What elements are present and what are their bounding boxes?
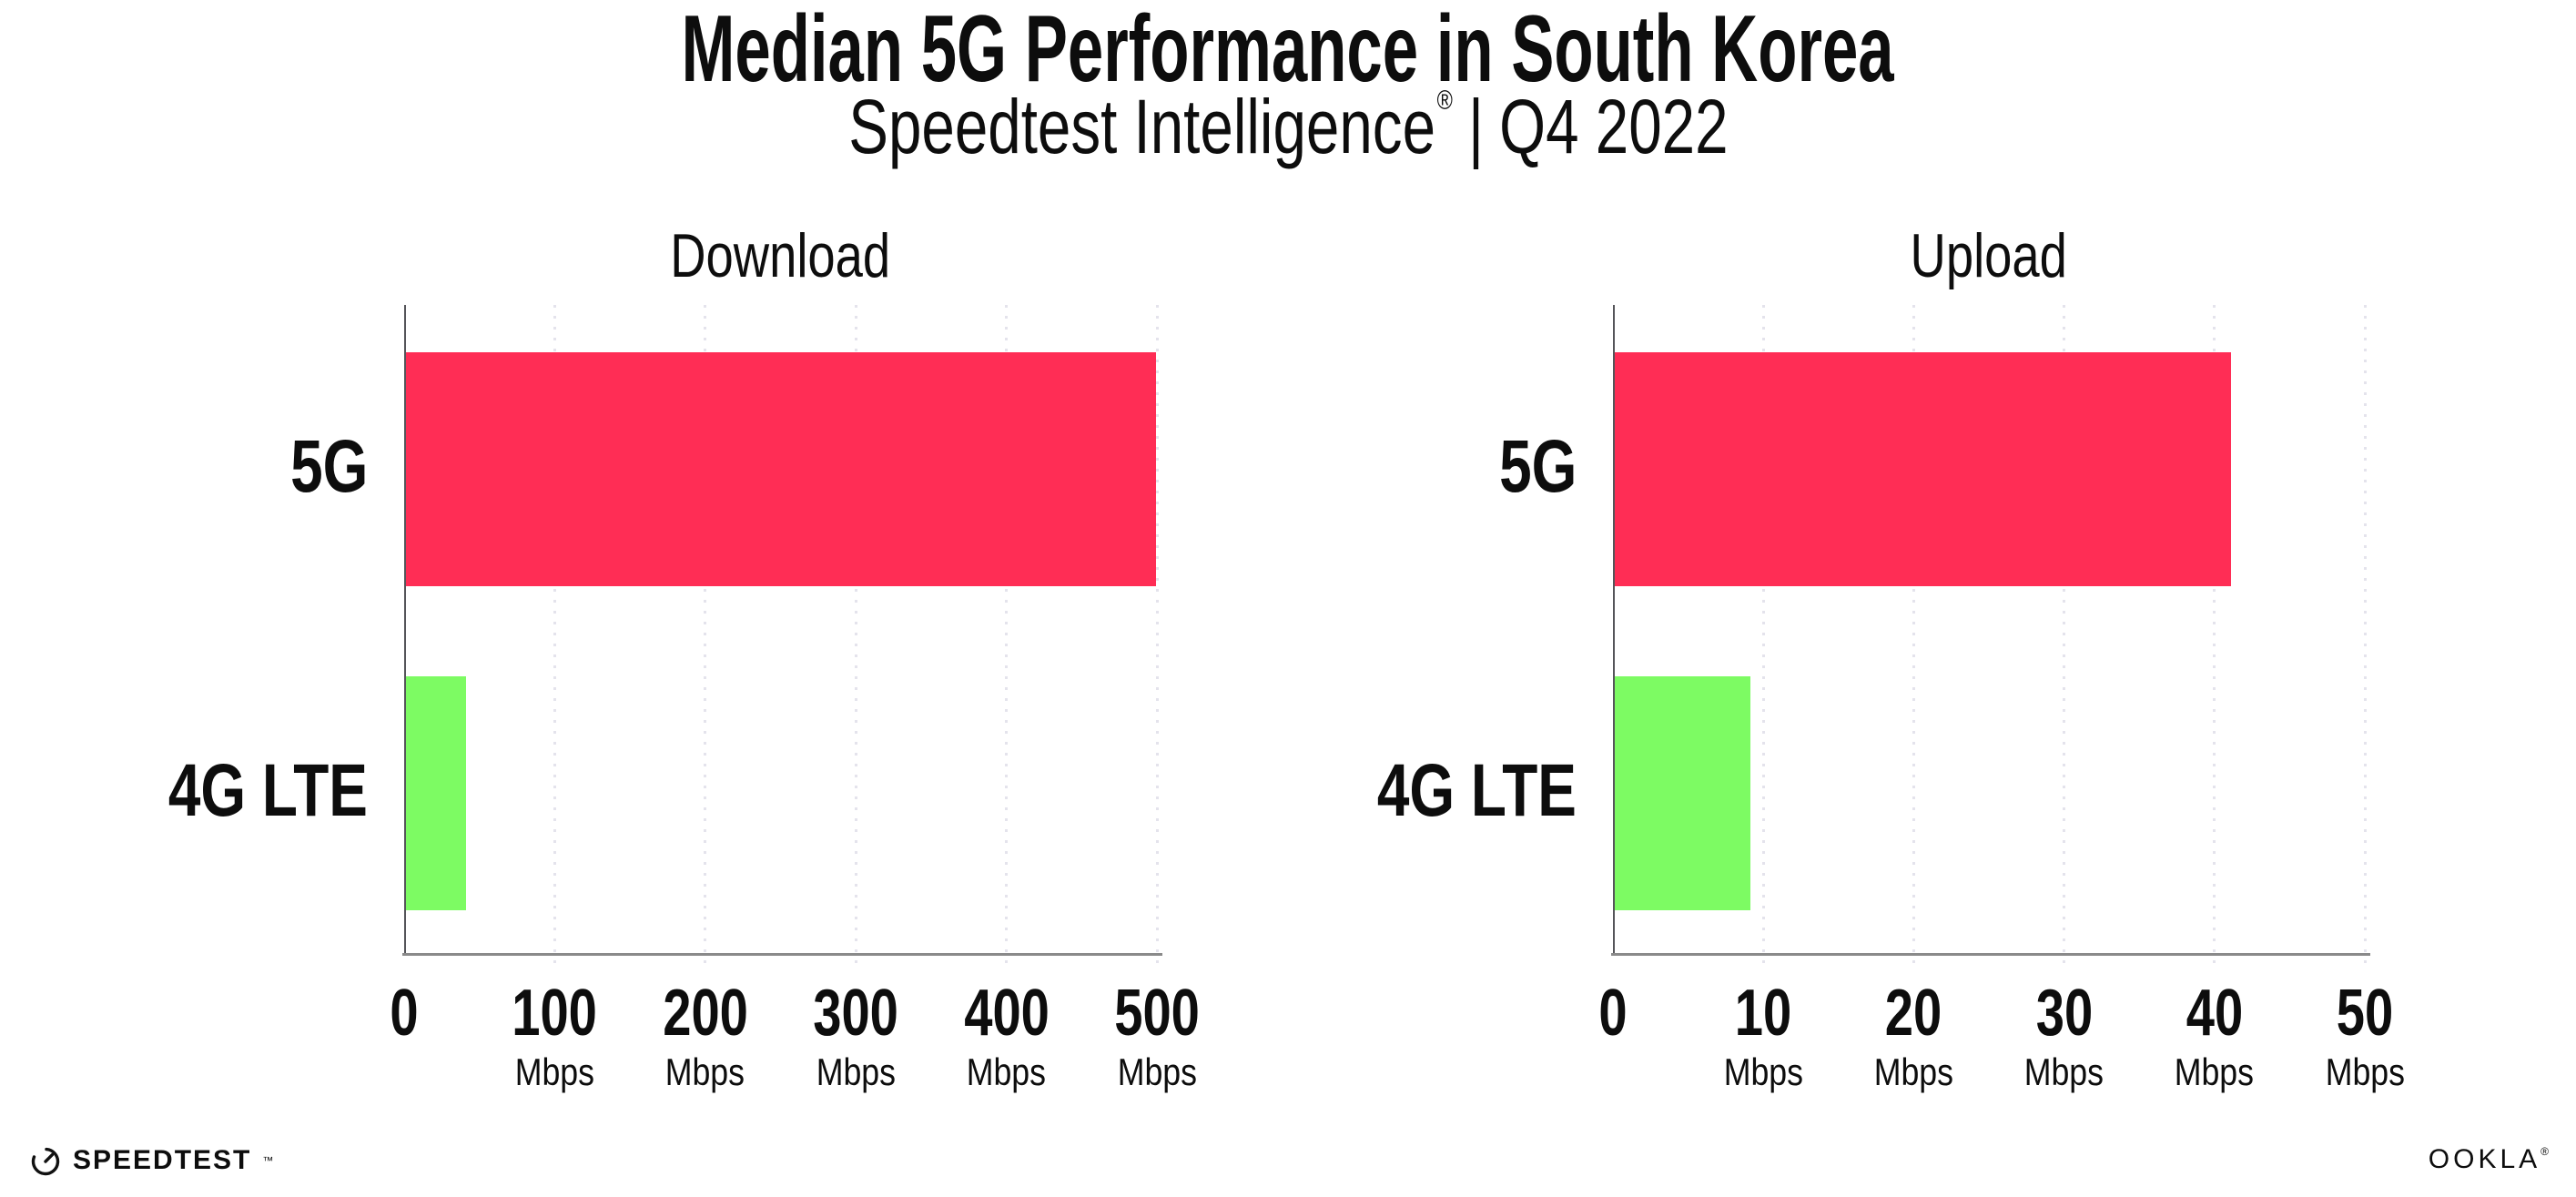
x-tick-500-download: 500 Mbps — [1057, 980, 1257, 1091]
bar-5g-download — [406, 351, 1156, 586]
x-tick-40-upload: 40 Mbps — [2115, 980, 2315, 1091]
speedtest-logo-text: SPEEDTEST — [73, 1145, 252, 1175]
x-tick-30-upload: 30 Mbps — [1964, 980, 2165, 1091]
speedtest-gauge-icon — [31, 1147, 60, 1176]
page-title: Median 5G Performance in South Korea — [681, 0, 1895, 102]
x-tick-unit: Mbps — [2325, 1050, 2405, 1093]
speedtest-logo: SPEEDTEST ™ — [29, 1144, 273, 1177]
gridline-300 — [854, 305, 857, 966]
chart-title-download: Download — [670, 221, 891, 290]
gridline-30 — [2063, 305, 2066, 966]
ookla-logo-text: OOKLA — [2428, 1144, 2541, 1174]
registered-trademark-mark: ® — [1436, 86, 1453, 116]
x-tick-unit: Mbps — [1723, 1050, 1803, 1093]
subtitle-period: Q4 2022 — [1498, 84, 1729, 169]
x-tick-unit: Mbps — [1117, 1050, 1197, 1093]
x-tick-value: 300 — [813, 977, 899, 1050]
x-tick-unit: Mbps — [966, 1050, 1047, 1093]
x-tick-300-download: 300 Mbps — [756, 980, 956, 1091]
category-label-5g-upload: 5G — [1498, 425, 1577, 508]
x-tick-unit: Mbps — [514, 1050, 595, 1093]
x-tick-10-upload: 10 Mbps — [1663, 980, 1863, 1091]
bar-4g-lte-download — [406, 675, 467, 910]
x-tick-400-download: 400 Mbps — [907, 980, 1107, 1091]
x-tick-value: 400 — [963, 977, 1050, 1050]
x-tick-unit: Mbps — [2023, 1050, 2104, 1093]
x-tick-value: 30 — [2035, 977, 2093, 1050]
x-axis-line-download — [402, 953, 1162, 956]
x-tick-value: 500 — [1114, 977, 1200, 1050]
ookla-registered-mark: ® — [2541, 1145, 2549, 1158]
x-tick-100-download: 100 Mbps — [454, 980, 654, 1091]
x-tick-value: 20 — [1885, 977, 1942, 1050]
gridline-20 — [1912, 305, 1915, 966]
x-tick-value: 200 — [662, 977, 748, 1050]
x-axis-line-upload — [1611, 953, 2370, 956]
x-tick-unit: Mbps — [1873, 1050, 1954, 1093]
x-tick-value: 100 — [512, 977, 598, 1050]
gridline-50 — [2363, 305, 2367, 966]
trademark-mark: ™ — [262, 1154, 274, 1167]
ookla-logo: OOKLA® — [2429, 1145, 2549, 1173]
x-tick-unit: Mbps — [816, 1050, 896, 1093]
x-tick-value: 10 — [1734, 977, 1792, 1050]
category-label-4g-lte-download: 4G LTE — [167, 749, 368, 832]
x-tick-value: 50 — [2336, 977, 2394, 1050]
x-tick-value: 40 — [2186, 977, 2244, 1050]
gridline-100 — [553, 305, 556, 966]
gridline-200 — [704, 305, 707, 966]
x-tick-200-download: 200 Mbps — [605, 980, 806, 1091]
page-subtitle: Speedtest Intelligence® | Q4 2022 — [0, 86, 2576, 166]
subtitle-divider: | — [1467, 84, 1484, 169]
gridline-500 — [1155, 305, 1159, 966]
y-axis-line-download — [404, 305, 406, 953]
x-tick-unit: Mbps — [665, 1050, 745, 1093]
x-tick-20-upload: 20 Mbps — [1813, 980, 2013, 1091]
x-tick-0-download: 0 — [304, 980, 504, 1046]
x-tick-value: 0 — [1598, 977, 1628, 1050]
gridline-400 — [1005, 305, 1009, 966]
y-axis-line-upload — [1613, 305, 1615, 953]
x-tick-50-upload: 50 Mbps — [2265, 980, 2465, 1091]
x-tick-0-upload: 0 — [1513, 980, 1713, 1046]
x-tick-value: 0 — [390, 977, 419, 1050]
bar-5g-upload — [1615, 351, 2232, 586]
chart-title-upload: Upload — [1910, 221, 2068, 290]
bar-4g-lte-upload — [1615, 675, 1750, 910]
subtitle-product: Speedtest Intelligence — [847, 84, 1435, 169]
gridline-10 — [1761, 305, 1765, 966]
gridline-40 — [2213, 305, 2216, 966]
x-tick-unit: Mbps — [2175, 1050, 2255, 1093]
category-label-5g-download: 5G — [289, 425, 368, 508]
category-label-4g-lte-upload: 4G LTE — [1376, 749, 1577, 832]
